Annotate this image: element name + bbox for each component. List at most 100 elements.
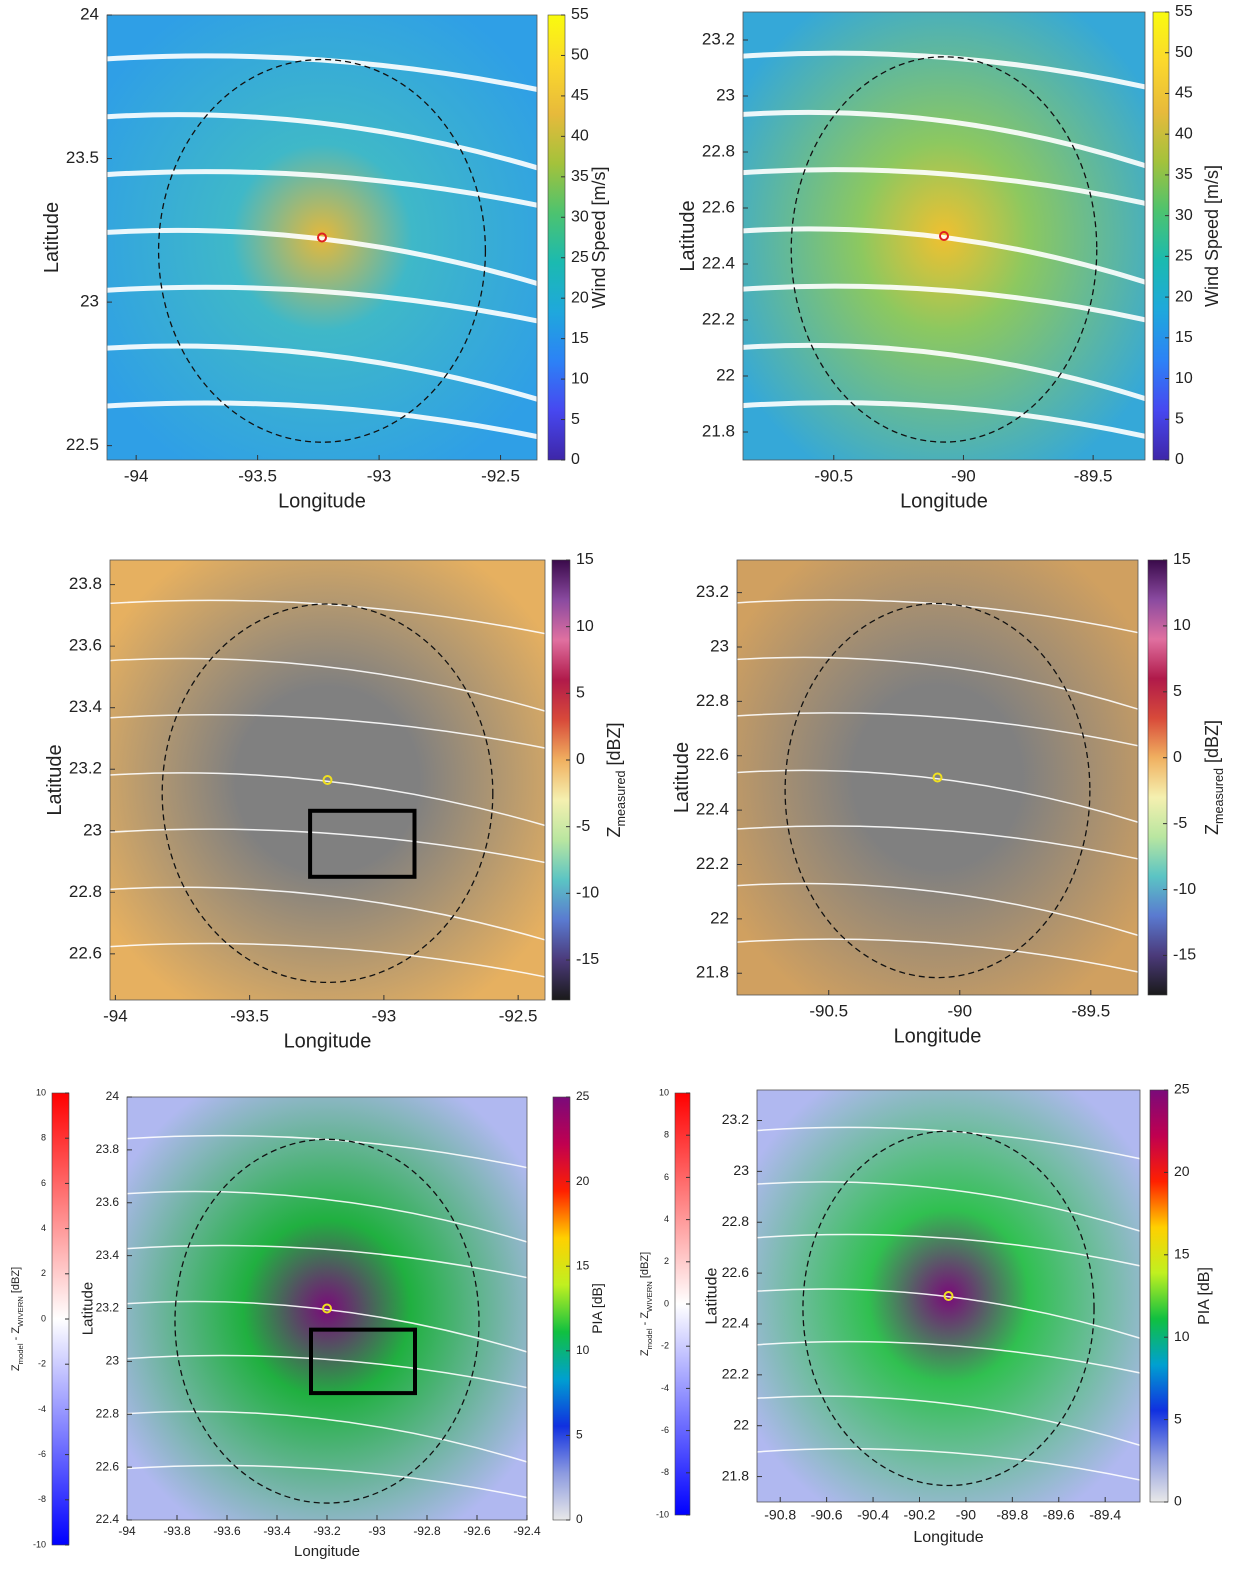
y-axis-label: Latitude xyxy=(41,202,63,273)
colorbar-tick-label: 8 xyxy=(41,1133,46,1143)
colorbar-tick-label: 0 xyxy=(576,1512,583,1526)
colorbar xyxy=(1152,11,1170,461)
y-tick-label: 23.6 xyxy=(96,1195,120,1209)
y-tick-label: 23.8 xyxy=(69,574,102,593)
y-tick-label: 23 xyxy=(80,292,99,311)
track xyxy=(107,284,537,324)
colorbar-tick-label: 4 xyxy=(41,1223,46,1233)
track xyxy=(127,1464,527,1499)
colorbar-label: Wind Speed [m/s] xyxy=(1202,165,1222,307)
field xyxy=(127,1097,527,1520)
y-tick-label: 22.8 xyxy=(696,691,729,710)
track xyxy=(737,882,1138,937)
x-tick-label: -93.2 xyxy=(313,1524,341,1538)
colorbar-label-part: Z xyxy=(10,1364,22,1371)
storm-center xyxy=(943,1291,954,1301)
colorbar-tick-label: -10 xyxy=(576,885,599,902)
plot-frame xyxy=(742,11,1146,461)
colorbar-tick-label: -5 xyxy=(1173,815,1187,832)
y-tick-label: 23.6 xyxy=(69,636,102,655)
y-tick-label: 23.5 xyxy=(66,148,99,167)
x-tick-label: -93 xyxy=(372,1006,397,1025)
colorbar-tick-label: -6 xyxy=(661,1425,669,1435)
colorbar-tick-label: -6 xyxy=(38,1449,46,1459)
colorbar-tick-label: 0 xyxy=(571,451,580,468)
colorbar-tick-label: 10 xyxy=(1173,617,1191,634)
x-tick-label: -93.5 xyxy=(238,466,277,485)
x-axis-label: Longitude xyxy=(284,1030,372,1052)
colorbar-tick-label: 0 xyxy=(664,1298,669,1308)
y-tick-label: 22.2 xyxy=(702,309,735,328)
colorbar-tick-label: 10 xyxy=(571,370,589,387)
colorbar-label: PIA [dB] xyxy=(1196,1267,1213,1325)
y-tick-label: 22 xyxy=(716,365,735,384)
y-tick-label: 23 xyxy=(733,1162,749,1178)
y-tick-label: 22.4 xyxy=(96,1512,120,1526)
track xyxy=(743,167,1145,206)
x-tick-label: -92.5 xyxy=(499,1006,538,1025)
footprint xyxy=(790,56,1098,443)
plot-area xyxy=(127,1097,527,1520)
colorbar-tick-label: 5 xyxy=(1174,1410,1182,1426)
y-tick-label: 22.2 xyxy=(696,854,729,873)
y-axis-label: Latitude xyxy=(677,200,699,271)
colorbar-tick-label: -2 xyxy=(38,1359,46,1369)
footprint xyxy=(174,1138,480,1504)
colorbar-tick-label: 45 xyxy=(571,87,589,104)
colorbar-tick-label: 35 xyxy=(1175,166,1193,183)
colorbar-tick-label: 25 xyxy=(1175,248,1193,265)
track xyxy=(127,1354,527,1389)
colorbar-label-part: WIVERN xyxy=(645,1281,654,1312)
colorbar-tick-label: 0 xyxy=(41,1313,46,1323)
y-tick-label: 23.4 xyxy=(96,1248,120,1262)
track xyxy=(110,828,545,864)
storm-center xyxy=(322,775,333,785)
colorbar-tick-label: 5 xyxy=(571,411,580,428)
colorbar-tick-label: 5 xyxy=(576,685,585,702)
storm-center xyxy=(932,772,943,783)
y-axis-label: Latitude xyxy=(671,742,693,813)
field xyxy=(110,560,545,1000)
x-tick-label: -92.8 xyxy=(413,1524,441,1538)
y-tick-label: 21.8 xyxy=(702,421,735,440)
track xyxy=(107,343,537,402)
x-axis-label: Longitude xyxy=(913,1529,983,1546)
y-tick-label: 22.4 xyxy=(696,800,729,819)
track xyxy=(110,886,545,941)
y-tick-label: 23.4 xyxy=(69,697,102,716)
y-tick-label: 24 xyxy=(106,1089,120,1103)
region-box xyxy=(308,808,417,879)
colorbar-tick-label: 50 xyxy=(1175,44,1193,61)
colorbar-tick-label: 2 xyxy=(664,1256,669,1266)
plot-frame xyxy=(109,559,546,1001)
x-tick-label: -89.5 xyxy=(1071,1001,1110,1020)
colorbar-tick-label: 30 xyxy=(571,208,589,225)
region-box xyxy=(309,1327,417,1396)
y-tick-label: 22.8 xyxy=(702,141,735,160)
footprint xyxy=(802,1130,1095,1487)
y-tick-label: 23.2 xyxy=(96,1301,120,1315)
y-tick-label: 23 xyxy=(710,636,729,655)
y-tick-label: 23 xyxy=(106,1354,120,1368)
y-tick-label: 22.8 xyxy=(96,1406,120,1420)
colorbar-tick-label: 20 xyxy=(1174,1163,1190,1179)
x-tick-label: -90.4 xyxy=(857,1507,889,1523)
colorbar-tick-label: -2 xyxy=(661,1341,669,1351)
x-tick-label: -90 xyxy=(951,466,976,485)
y-tick-label: 23 xyxy=(716,85,735,104)
x-tick-label: -89.5 xyxy=(1074,466,1113,485)
colorbar-tick-label: 30 xyxy=(1175,207,1193,224)
colorbar-label-part: - Z xyxy=(10,1327,22,1344)
y-tick-label: 22.8 xyxy=(69,882,102,901)
colorbar-tick-label: 55 xyxy=(1175,3,1193,20)
y-tick-label: 22.4 xyxy=(722,1315,749,1331)
plot-frame xyxy=(106,14,538,461)
track xyxy=(110,714,545,749)
colorbar-tick-label: 20 xyxy=(576,1174,590,1188)
y-tick-label: 23.2 xyxy=(696,582,729,601)
colorbar xyxy=(1147,559,1168,996)
y-tick-label: 22.6 xyxy=(702,197,735,216)
track xyxy=(107,400,537,440)
x-tick-label: -90 xyxy=(956,1507,976,1523)
track xyxy=(737,712,1138,747)
